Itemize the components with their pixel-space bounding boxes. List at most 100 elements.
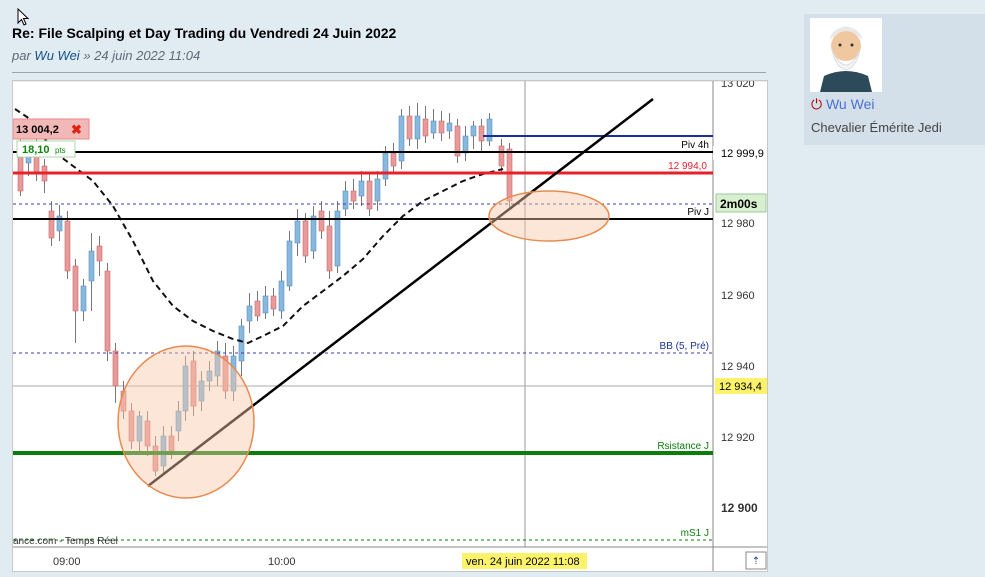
candle-body xyxy=(486,118,493,142)
red-level-label: 12 994,0 xyxy=(668,161,707,172)
post-date: 24 juin 2022 11:04 xyxy=(94,48,201,63)
candle-body xyxy=(144,420,151,447)
divider xyxy=(12,72,766,73)
candle-body xyxy=(294,220,301,244)
candle-body xyxy=(136,415,143,442)
candle-body xyxy=(104,270,111,352)
y-tick-12980: 12 980 xyxy=(721,218,755,230)
by-prefix: par xyxy=(12,48,31,63)
chart-image: Piv 4h Piv J BB (5, Pré) Rsistance J mS1… xyxy=(12,78,768,572)
candle-body xyxy=(64,220,71,272)
post-title[interactable]: Re: File Scalping et Day Trading du Vend… xyxy=(12,25,397,41)
crosshair-date: ven. 24 juin 2022 11:08 xyxy=(466,556,580,568)
pts-badge xyxy=(16,140,76,158)
candles-group xyxy=(17,103,513,476)
y-tick-piv4h: 12 999,9 xyxy=(721,148,764,160)
candle-body xyxy=(128,410,135,442)
y-tick-13020: 13 020 xyxy=(721,81,755,90)
candle-body xyxy=(506,148,513,202)
candle-body xyxy=(198,380,205,402)
candle-body xyxy=(478,125,485,142)
y-tick-12940: 12 940 xyxy=(721,361,755,373)
crosshair-date-bg xyxy=(462,553,587,569)
post-byline: par Wu Wei » 24 juin 2022 11:04 xyxy=(12,48,200,63)
profile-rank: Chevalier Émérite Jedi xyxy=(811,120,942,135)
x-tick-0900: 09:00 xyxy=(53,556,81,568)
resistance-label: Rsistance J xyxy=(657,441,709,452)
profile-username[interactable]: ⏻ Wu Wei xyxy=(811,96,875,112)
candle-body xyxy=(498,145,505,167)
pts-value: 18,10 xyxy=(22,144,50,156)
mouse-cursor-icon xyxy=(17,8,30,26)
close-icon[interactable]: ✖ xyxy=(71,122,82,137)
x-tick-1000: 10:00 xyxy=(268,556,296,568)
y-tick-12900: 12 900 xyxy=(721,501,758,515)
timer-text: 2m00s xyxy=(720,197,758,211)
candle-body xyxy=(342,190,349,210)
up-arrow-icon: ⇡ xyxy=(752,556,760,567)
y-tick-12960: 12 960 xyxy=(721,290,755,302)
author-profile: ⏻ Wu Wei Chevalier Émérite Jedi xyxy=(804,14,985,145)
candle-body xyxy=(374,178,381,202)
highlight-ellipse-high xyxy=(488,190,610,242)
source-text: ance.com - Temps Réel xyxy=(13,536,118,547)
candle-body xyxy=(398,115,405,162)
candle-body xyxy=(366,180,373,210)
candle-body xyxy=(190,360,197,407)
power-icon: ⏻ xyxy=(811,96,823,112)
candle-body xyxy=(414,115,421,140)
candle-body xyxy=(462,135,469,154)
y-tick-12920: 12 920 xyxy=(721,432,755,444)
post: Re: File Scalping et Day Trading du Vend… xyxy=(12,25,768,572)
bb-label: BB (5, Pré) xyxy=(660,341,709,352)
highlight-ellipse-low xyxy=(117,345,255,499)
candle-body xyxy=(438,120,445,134)
candle-body xyxy=(390,152,397,167)
candle-body xyxy=(326,225,333,272)
candle-body xyxy=(334,210,341,267)
moving-average-line xyxy=(14,108,504,345)
trend-line xyxy=(147,98,654,487)
candle-body xyxy=(254,300,261,317)
price-label-box[interactable] xyxy=(12,118,90,140)
candle-body xyxy=(286,240,293,287)
candle-body xyxy=(56,215,63,232)
candle-body xyxy=(206,370,213,382)
candle-body xyxy=(112,350,119,387)
candle-body xyxy=(310,215,317,252)
candle-body xyxy=(446,122,453,132)
candle-body xyxy=(80,285,87,312)
candle-body xyxy=(214,350,221,377)
candle-body xyxy=(175,410,182,432)
candle-body xyxy=(152,445,159,472)
piv-4h-label: Piv 4h xyxy=(681,140,709,151)
ms1-label: mS1 J xyxy=(681,528,709,539)
candle-body xyxy=(350,190,357,202)
candle-body xyxy=(48,210,55,239)
price-label: 13 004,2 xyxy=(16,124,59,136)
candle-body xyxy=(454,125,461,157)
candle-body xyxy=(318,210,325,232)
candle-body xyxy=(278,280,285,312)
candle-body xyxy=(246,305,253,322)
candle-body xyxy=(358,180,365,197)
timer-badge xyxy=(715,193,767,213)
avatar[interactable] xyxy=(810,18,882,92)
date-separator: » xyxy=(83,48,91,63)
price-marker-bg xyxy=(715,378,767,394)
candle-body xyxy=(88,250,95,282)
candle-body xyxy=(422,118,429,137)
candle-body xyxy=(230,355,237,392)
candle-body xyxy=(222,355,229,392)
candle-body xyxy=(382,152,389,180)
candle-body xyxy=(302,220,309,257)
author-link[interactable]: Wu Wei xyxy=(34,48,80,63)
pts-unit: pts xyxy=(55,146,66,155)
candle-body xyxy=(238,325,245,362)
candle-body xyxy=(72,265,79,312)
candle-body xyxy=(262,295,269,314)
candle-body xyxy=(182,365,189,412)
candle-body xyxy=(406,115,413,140)
scroll-top-button[interactable] xyxy=(745,551,767,570)
price-marker: 12 934,4 xyxy=(719,381,762,393)
